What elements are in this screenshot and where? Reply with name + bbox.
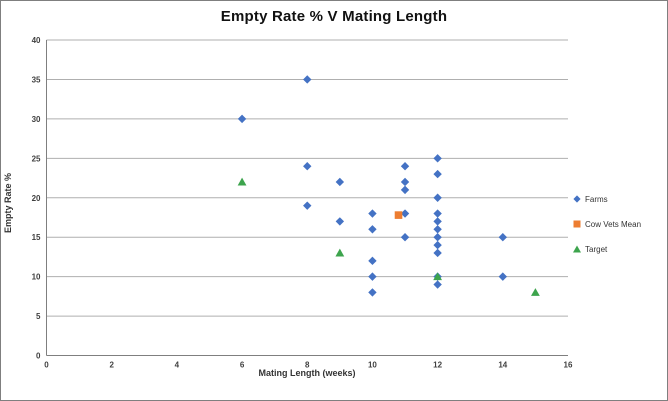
x-tick-label: 0 <box>44 361 49 370</box>
farms-point <box>368 272 377 281</box>
x-tick-label: 6 <box>240 361 245 370</box>
target-point <box>237 177 247 186</box>
farms-point <box>433 217 442 226</box>
farms-point <box>368 209 377 218</box>
cow-vets-mean-marker-icon <box>573 220 581 228</box>
farms-point <box>433 248 442 258</box>
farms-point <box>433 154 442 163</box>
legend-item-cow-vets-mean: Cow Vets Mean <box>572 216 641 232</box>
farms-point <box>368 225 377 234</box>
farms-point <box>498 272 508 281</box>
farms-point <box>303 162 312 171</box>
y-tick-label: 0 <box>36 352 41 361</box>
y-tick-label: 20 <box>32 194 41 203</box>
target-point <box>531 288 540 296</box>
farms-point <box>303 201 312 210</box>
target-point <box>433 272 443 281</box>
farms-point <box>335 177 345 187</box>
y-tick-label: 10 <box>32 273 41 282</box>
x-tick-label: 2 <box>109 361 114 370</box>
legend: Farms Cow Vets Mean Target <box>572 191 641 257</box>
x-tick-label: 12 <box>433 361 442 370</box>
y-tick-label: 5 <box>36 312 41 321</box>
target-point <box>335 248 345 257</box>
farms-point <box>400 177 410 187</box>
y-tick-label: 35 <box>32 75 41 84</box>
legend-item-farms: Farms <box>572 191 641 207</box>
target-marker-glyph <box>573 245 581 253</box>
farms-point <box>433 209 442 218</box>
legend-label: Farms <box>585 194 608 204</box>
x-tick-label: 4 <box>175 361 180 370</box>
farms-point <box>433 280 442 289</box>
farms-point <box>400 185 410 195</box>
legend-item-target: Target <box>572 241 641 257</box>
legend-label: Target <box>585 244 608 254</box>
farms-marker-glyph <box>573 195 581 203</box>
target-marker-icon <box>573 245 581 253</box>
y-tick-label: 25 <box>32 154 41 163</box>
farms-point <box>400 232 410 242</box>
x-tick-label: 10 <box>368 361 377 370</box>
farms-point <box>433 193 442 202</box>
farms-point <box>237 114 247 124</box>
farms-point <box>400 162 410 171</box>
cow-vets-mean-marker-glyph <box>573 220 581 228</box>
farms-point <box>433 225 442 234</box>
x-axis-title: Mating Length (weeks) <box>258 368 356 378</box>
y-tick-label: 40 <box>32 36 41 45</box>
x-tick-label: 8 <box>305 361 310 370</box>
farms-point <box>335 217 345 226</box>
y-tick-label: 30 <box>32 115 41 124</box>
chart-title: Empty Rate % V Mating Length <box>220 8 448 25</box>
legend-label: Cow Vets Mean <box>585 219 642 229</box>
cow-vets-mean-point <box>394 211 403 219</box>
x-tick-label: 16 <box>564 361 573 370</box>
farms-point <box>368 288 377 297</box>
farms-point <box>368 256 377 266</box>
farms-point <box>433 169 442 179</box>
farms-point <box>433 232 442 242</box>
farms-marker-icon <box>573 195 581 203</box>
farms-point <box>303 75 312 84</box>
x-tick-label: 14 <box>498 361 507 370</box>
y-tick-label: 15 <box>32 233 41 242</box>
farms-point <box>433 240 442 250</box>
farms-point <box>400 209 410 218</box>
farms-point <box>498 232 508 242</box>
